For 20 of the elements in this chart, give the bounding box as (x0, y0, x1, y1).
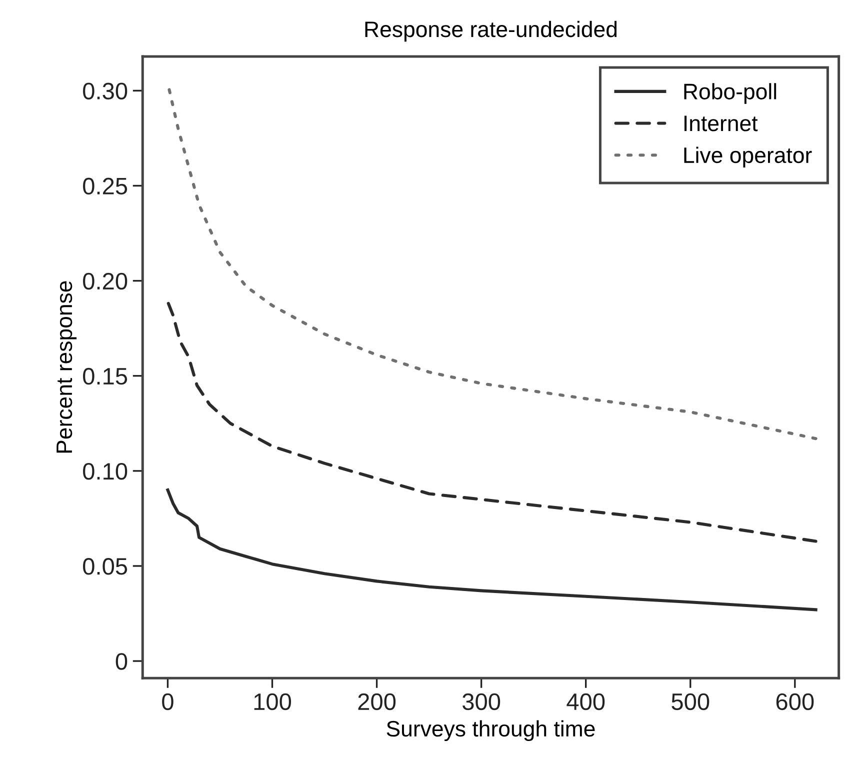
legend-label: Robo-poll (684, 83, 776, 104)
x-tick-label: 0 (162, 693, 174, 710)
y-axis-title: Percent response (56, 281, 77, 453)
y-tick-label: 0.25 (83, 178, 128, 195)
x-axis-title: Surveys through time (386, 720, 595, 742)
legend-label: Internet (684, 116, 758, 132)
y-tick-label: 0.30 (83, 82, 128, 100)
x-tick-label: 400 (566, 693, 605, 710)
y-tick-label: 0 (116, 653, 128, 670)
x-tick-label: 200 (358, 693, 396, 710)
y-tick-label: 0.05 (83, 558, 128, 575)
x-tick-label: 300 (462, 693, 500, 710)
x-tick-label: 100 (254, 693, 292, 710)
y-tick-label: 0.15 (83, 368, 128, 385)
y-tick-label: 0.10 (83, 462, 128, 480)
chart-title: Response rate-undecided (365, 20, 617, 42)
x-tick-label: 600 (776, 693, 814, 710)
y-tick-label: 0.20 (83, 272, 128, 290)
x-tick-label: 500 (672, 693, 710, 710)
legend-label: Live operator (684, 146, 812, 168)
